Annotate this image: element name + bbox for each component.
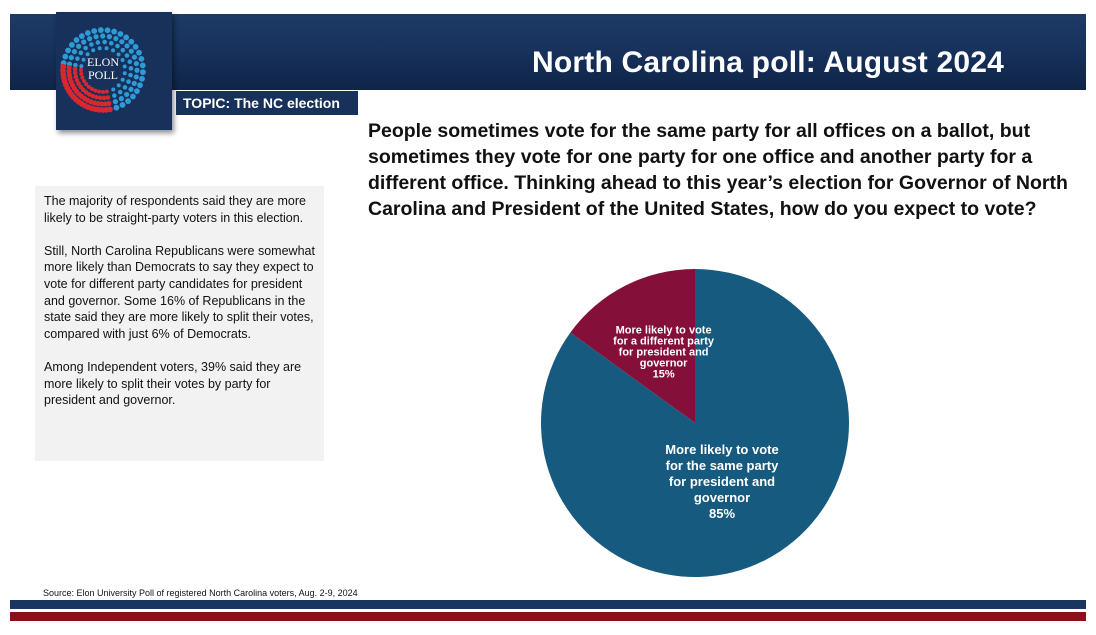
slice-label-line: governor [640,358,688,370]
source-note: Source: Elon University Poll of register… [43,588,358,598]
slice-label-line: for a different party [613,336,715,348]
logo-text-poll: POLL [88,68,118,82]
slice-label-line: for president and [619,347,709,359]
logo-text-elon: ELON [87,55,119,69]
slice-label-line: More likely to vote [665,442,778,457]
slice-value-label: 15% [653,369,675,381]
summary-paragraph: Still, North Carolina Republicans were s… [44,243,315,341]
slice-label-line: for the same party [666,458,779,473]
header-bar: North Carolina poll: August 2024 [10,14,1086,90]
slice-label-different-party: More likely to vote for a different party… [613,325,715,381]
slice-label-same-party: More likely to vote for the same party for… [665,442,779,521]
logo-graphic: ELON POLL [60,27,146,113]
summary-paragraph: The majority of respondents said they ar… [44,194,306,225]
slice-value-label: 85% [709,506,735,521]
footer-stripe-blue [10,600,1086,609]
page-title: North Carolina poll: August 2024 [531,46,1004,79]
summary-box: The majority of respondents said they ar… [35,186,324,461]
slice-label-line: governor [694,490,750,505]
question-text: People sometimes vote for the same party… [368,120,1068,220]
pie-slice-same-party [540,269,849,577]
slice-label-line: More likely to vote [616,325,712,337]
pie-chart: More likely to vote for the same party for… [540,269,849,577]
footer-stripe-red [10,612,1086,621]
topic-tag: TOPIC: The NC election [176,91,358,115]
logo-dots [60,27,146,113]
slice-label-line: for president and [669,474,775,489]
elon-poll-logo: ELON POLL [56,12,172,130]
summary-paragraph: Among Independent voters, 39% said they … [44,359,302,408]
pie-slice-different-party [570,269,695,423]
